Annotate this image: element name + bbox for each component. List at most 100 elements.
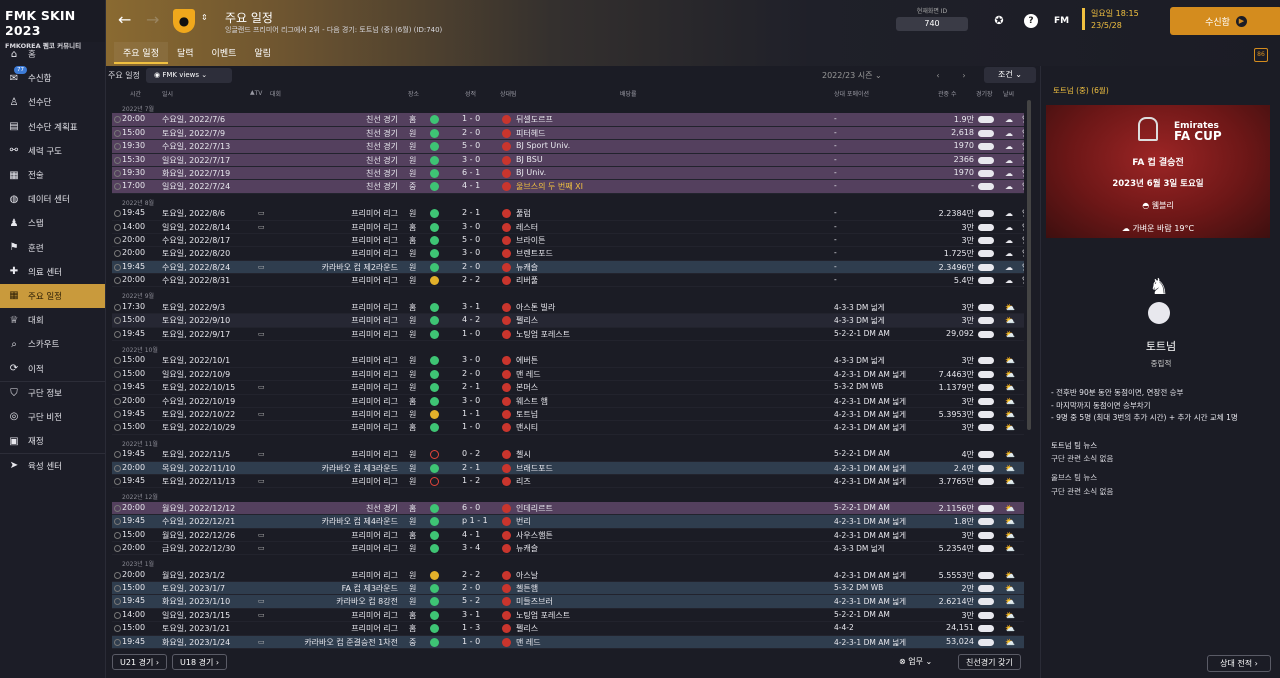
fixture-score[interactable]: 3 - 0: [462, 355, 481, 365]
fixture-score[interactable]: 2 - 1: [462, 208, 481, 218]
col-betting[interactable]: 배당률: [620, 91, 637, 98]
select-checkbox[interactable]: [114, 129, 121, 137]
fixture-competition[interactable]: 프리미어 리그: [351, 329, 398, 339]
fixture-competition[interactable]: 친선 경기: [366, 115, 398, 125]
fixture-competition[interactable]: FA 컵 제3라운드: [341, 584, 398, 594]
fixture-opponent[interactable]: 인데리르트: [516, 503, 553, 513]
fixture-score[interactable]: 1 - 3: [462, 623, 481, 633]
fixture-score[interactable]: 4 - 1: [462, 529, 481, 539]
fixture-row[interactable]: 20:00 수요일, 2022/7/6 친선 경기 홈 1 - 0 뒤셀도르프 - 1.9만 ☁…: [112, 113, 1024, 127]
fixture-score[interactable]: 3 - 1: [462, 301, 481, 311]
fixture-score[interactable]: 2 - 0: [462, 583, 481, 593]
fixture-score[interactable]: 1 - 0: [462, 636, 481, 646]
fixture-row[interactable]: 19:45 토요일, 2022/10/22 ▭ 프리미어 리그 원 1 - 1 토트넘 4-2…: [112, 408, 1024, 422]
fixture-row[interactable]: 15:00 토요일, 2023/1/7 FA 컵 제3라운드 원 2 - 0 첼튼햄 5-3…: [112, 582, 1024, 596]
fixture-score[interactable]: 4 - 2: [462, 315, 481, 325]
fixture-row[interactable]: 14:00 일요일, 2023/1/15 ▭ 프리미어 리그 홈 3 - 1 노팅엄 포레스…: [112, 609, 1024, 623]
header-tab[interactable]: 달력: [176, 49, 194, 59]
fixture-competition[interactable]: 카라바오 컵 준결승전 1차전: [304, 637, 398, 647]
fixture-score[interactable]: 3 - 4: [462, 542, 481, 552]
fixture-score[interactable]: 3 - 0: [462, 395, 481, 405]
sidebar-item[interactable]: ♟ 스탭: [0, 211, 105, 235]
fixture-row[interactable]: 20:00 월요일, 2023/1/2 프리미어 리그 원 2 - 2 아스날 4-2-3-…: [112, 569, 1024, 583]
fixture-opponent[interactable]: 첼시: [516, 450, 531, 460]
fixture-opponent[interactable]: 브렌트포드: [516, 249, 553, 259]
sidebar-item[interactable]: ▦ 주요 일정: [0, 283, 105, 309]
fixture-competition[interactable]: 친선 경기: [366, 182, 398, 192]
fixture-competition[interactable]: 프리미어 리그: [351, 276, 398, 286]
head-to-head-button[interactable]: 상대 전적 ›: [1207, 655, 1271, 672]
col-result[interactable]: 성적: [465, 91, 477, 98]
fixture-score[interactable]: 2 - 0: [462, 261, 481, 271]
header-tab[interactable]: 알림: [254, 49, 271, 59]
fixture-competition[interactable]: 친선 경기: [366, 503, 398, 513]
fixture-row[interactable]: 15:00 토요일, 2022/10/1 프리미어 리그 원 3 - 0 에버튼 4-3-3…: [112, 354, 1024, 368]
fixture-competition[interactable]: 프리미어 리그: [351, 235, 398, 245]
fixture-opponent[interactable]: 피터헤드: [516, 128, 546, 138]
u21-fixtures-button[interactable]: U21 경기 ›: [112, 654, 168, 670]
fixture-row[interactable]: 19:45 화요일, 2023/1/24 ▭ 카라바오 컵 준결승전 1차전 중 1 - …: [112, 635, 1024, 650]
fixture-row[interactable]: 19:30 화요일, 2022/7/19 친선 경기 원 6 - 1 BJ Univ. - 1…: [112, 166, 1024, 181]
screen-id-value[interactable]: 740: [896, 17, 968, 31]
u18-fixtures-button[interactable]: U18 경기 ›: [172, 654, 228, 670]
sidebar-item[interactable]: ⚑ 훈련: [0, 236, 105, 260]
select-checkbox[interactable]: [114, 263, 121, 271]
fixture-score[interactable]: 1 - 1: [462, 408, 481, 418]
trophy-icon[interactable]: ✪: [994, 14, 1004, 27]
fixture-score[interactable]: 3 - 0: [462, 221, 481, 231]
fixture-competition[interactable]: 친선 경기: [366, 142, 398, 152]
fixture-competition[interactable]: 프리미어 리그: [351, 570, 398, 580]
select-checkbox[interactable]: [114, 156, 121, 164]
col-form[interactable]: 상대 포메이션: [834, 91, 870, 98]
select-checkbox[interactable]: [114, 410, 121, 418]
fixture-score[interactable]: 1 - 0: [462, 114, 481, 124]
col-tv[interactable]: ▲ TV: [250, 89, 263, 97]
fixture-opponent[interactable]: 뉴캐슬: [516, 262, 539, 272]
chevron-updown-icon[interactable]: ⇕: [201, 13, 208, 22]
fixture-score[interactable]: 3 - 0: [462, 154, 481, 164]
club-crest-icon[interactable]: ●: [173, 9, 195, 33]
select-checkbox[interactable]: [114, 384, 121, 392]
fixture-opponent[interactable]: 아스톤 빌라: [516, 302, 556, 312]
fixture-opponent[interactable]: 펠리스: [516, 316, 539, 326]
sidebar-item[interactable]: ◍ 데이터 센터: [0, 187, 105, 211]
sidebar-item[interactable]: ▣ 재정: [0, 429, 105, 453]
fixture-competition[interactable]: 친선 경기: [366, 155, 398, 165]
fixture-row[interactable]: 19:45 토요일, 2022/9/17 ▭ 프리미어 리그 원 1 - 0 노팅엄 포레스…: [112, 328, 1024, 342]
fixture-opponent[interactable]: 맨 레드: [516, 637, 541, 647]
fixture-opponent[interactable]: 사우스햄튼: [516, 530, 553, 540]
fixture-competition[interactable]: 프리미어 리그: [351, 209, 398, 219]
fixture-opponent[interactable]: 첼튼햄: [516, 584, 539, 594]
select-checkbox[interactable]: [114, 531, 121, 539]
skin-settings-icon[interactable]: 86: [1254, 48, 1268, 62]
col-venue[interactable]: 장소: [408, 91, 420, 98]
fixture-competition[interactable]: 카라바오 컵 제3라운드: [321, 463, 398, 473]
fixture-row[interactable]: 20:00 금요일, 2022/12/30 ▭ 프리미어 리그 원 3 - 4 뉴캐슬 4-3…: [112, 542, 1024, 556]
sidebar-item[interactable]: ▤ 선수단 계획표: [0, 115, 105, 139]
season-selector[interactable]: 2022/23 시즌 ⌄: [822, 71, 882, 80]
fixture-competition[interactable]: 프리미어 리그: [351, 383, 398, 393]
fixture-competition[interactable]: 프리미어 리그: [351, 249, 398, 259]
fixture-opponent[interactable]: 토트넘: [516, 409, 539, 419]
col-time[interactable]: 시간: [130, 91, 142, 98]
work-dropdown[interactable]: ⊗ 업무 ⌄: [892, 654, 940, 670]
select-checkbox[interactable]: [114, 518, 121, 526]
select-checkbox[interactable]: [114, 183, 121, 191]
sidebar-item[interactable]: ➤ 육성 센터: [0, 453, 105, 477]
opponent-crest[interactable]: ♞: [1129, 276, 1189, 336]
select-checkbox[interactable]: [114, 424, 121, 432]
fixture-score[interactable]: 2 - 1: [462, 462, 481, 472]
fixture-score[interactable]: 0 - 2: [462, 449, 481, 459]
preview-heading[interactable]: 토트넘 (중) (6월): [1053, 86, 1109, 95]
fixture-row[interactable]: 19:45 토요일, 2022/11/5 ▭ 프리미어 리그 원 0 - 2 첼시 5-2-2…: [112, 448, 1024, 462]
opponent-name[interactable]: 토트넘: [1145, 340, 1177, 353]
fixture-competition[interactable]: 프리미어 리그: [351, 450, 398, 460]
fixture-opponent[interactable]: 노팅엄 포레스트: [516, 610, 571, 620]
select-checkbox[interactable]: [114, 143, 121, 151]
fixture-score[interactable]: 1 - 0: [462, 422, 481, 432]
fixture-row[interactable]: 20:00 수요일, 2022/8/31 프리미어 리그 원 2 - 2 리버풀 - 5.4만…: [112, 274, 1024, 288]
select-checkbox[interactable]: [114, 250, 121, 258]
select-checkbox[interactable]: [114, 169, 121, 177]
fixture-competition[interactable]: 카라바오 컵 제2라운드: [321, 262, 398, 272]
fixture-opponent[interactable]: 레스터: [516, 222, 539, 232]
